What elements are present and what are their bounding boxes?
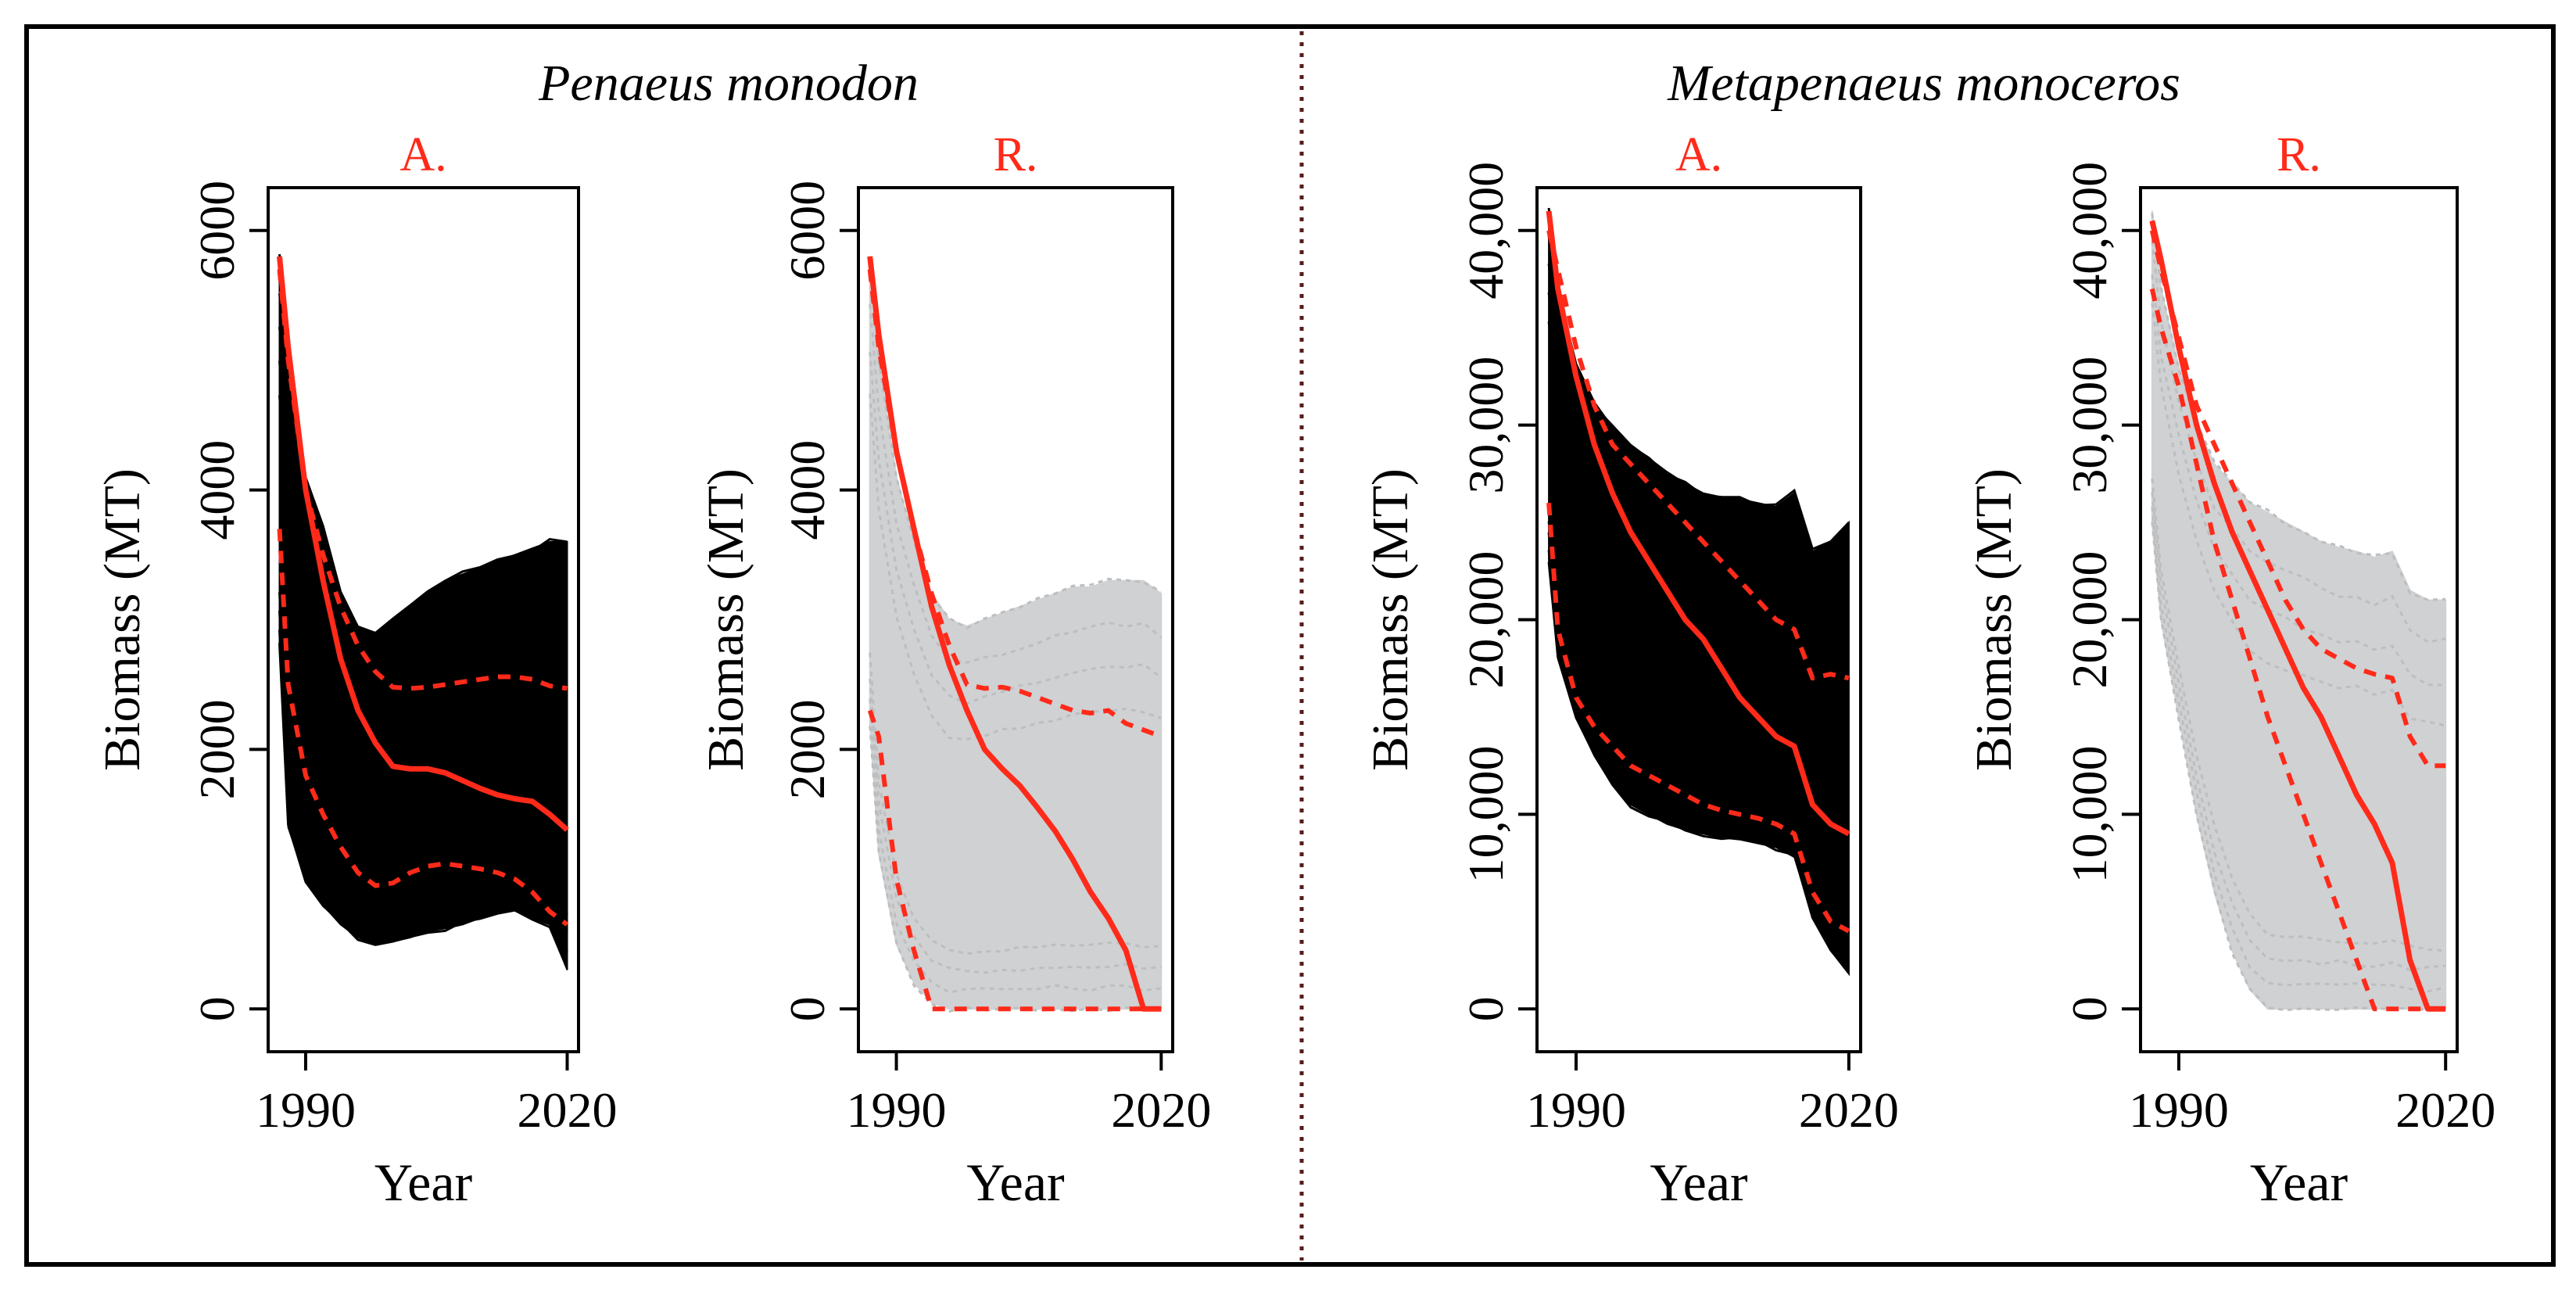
- panel-title: R.: [994, 128, 1038, 181]
- ensemble-trace: [2151, 507, 2446, 993]
- y-tick-label: 20,000: [2062, 551, 2117, 689]
- series-lower-line: [2149, 288, 2446, 1012]
- panel-1: A. 0 2000 4000 6000 1990 2020 Year Biomass (MT): [94, 128, 618, 1212]
- panel-4: R. 0 10,000 20,000 30,000 40,000 1990 2020 Year B…: [1965, 128, 2495, 1212]
- plot-area: [1546, 207, 1850, 977]
- y-tick-label: 6000: [779, 181, 835, 281]
- ensemble-trace: [1547, 504, 1850, 906]
- ensemble-trace: [278, 643, 568, 970]
- panel-title: A.: [1675, 128, 1722, 181]
- plot-area: [277, 253, 569, 970]
- x-tick-label: 2020: [2395, 1082, 2495, 1138]
- panel-title: R.: [2277, 128, 2321, 181]
- series-upper-line: [277, 269, 568, 691]
- x-tick-label: 2020: [518, 1082, 618, 1138]
- plot-frame: [857, 186, 1174, 1053]
- y-tick-label: 40,000: [2062, 162, 2117, 299]
- series-lower-line: [277, 529, 569, 927]
- ensemble-trace: [278, 253, 568, 635]
- x-axis-label: Year: [966, 1153, 1065, 1212]
- ensemble-trace: [278, 592, 568, 916]
- ensemble-trace: [2151, 478, 2446, 952]
- plot-frame: [267, 186, 580, 1053]
- series-median-line: [2149, 220, 2446, 1012]
- ensemble-trace: [869, 652, 1162, 956]
- ensemble-trace: [1547, 321, 1850, 668]
- ensemble-trace: [869, 698, 1162, 994]
- plot-area: [867, 256, 1163, 1013]
- series-lower-line: [1546, 502, 1850, 934]
- y-tick-label: 4000: [189, 440, 245, 540]
- series-upper-line: [1546, 230, 1850, 681]
- y-axis-label: Biomass (MT): [1965, 468, 2022, 771]
- plot-area: [2149, 210, 2447, 1012]
- y-tick-label: 0: [189, 996, 245, 1021]
- x-tick-label: 1990: [256, 1082, 356, 1138]
- y-tick-label: 0: [1458, 996, 1514, 1021]
- series-median-line: [1546, 210, 1850, 837]
- ensemble-trace: [869, 256, 1162, 630]
- y-tick-label: 2000: [189, 699, 245, 799]
- series-upper-line: [867, 269, 1163, 739]
- ensemble-trace: [869, 303, 1163, 664]
- y-tick-label: 20,000: [1458, 551, 1514, 689]
- panel-3: A. 0 10,000 20,000 30,000 40,000 1990 2020 Year B…: [1362, 128, 1899, 1212]
- y-tick-label: 40,000: [1458, 162, 1514, 299]
- series-lower-line: [867, 709, 1162, 1012]
- x-axis-label: Year: [1650, 1153, 1748, 1212]
- y-tick-label: 0: [2062, 996, 2117, 1021]
- y-axis-label: Biomass (MT): [697, 468, 754, 771]
- ensemble-trace: [869, 351, 1163, 705]
- ensemble-trace: [1547, 561, 1850, 973]
- x-tick-label: 1990: [1526, 1082, 1626, 1138]
- series-median-line: [277, 256, 569, 832]
- y-tick-label: 10,000: [2062, 745, 2117, 883]
- y-axis-label: Biomass (MT): [94, 468, 151, 771]
- y-tick-label: 2000: [779, 699, 835, 799]
- x-tick-label: 1990: [847, 1082, 947, 1138]
- x-tick-label: 1990: [2129, 1082, 2229, 1138]
- y-tick-label: 4000: [779, 440, 835, 540]
- ensemble-trace: [1547, 292, 1850, 639]
- y-tick-label: 30,000: [1458, 357, 1514, 494]
- y-tick-label: 10,000: [1458, 745, 1514, 883]
- species-title-right: Metapenaeus monoceros: [1667, 55, 2180, 112]
- panel-title: A.: [399, 128, 446, 181]
- x-tick-label: 2020: [1799, 1082, 1899, 1138]
- ensemble-trace: [1547, 550, 1850, 957]
- y-axis-label: Biomass (MT): [1362, 468, 1419, 771]
- x-axis-label: Year: [374, 1153, 473, 1212]
- ensemble-trace: [2151, 274, 2446, 687]
- ensemble-trace: [278, 395, 568, 746]
- ensemble-trace: [278, 326, 568, 689]
- x-tick-label: 2020: [1111, 1082, 1211, 1138]
- ensemble-trace: [1547, 207, 1850, 551]
- ensemble-trace: [869, 393, 1162, 741]
- y-tick-label: 6000: [189, 181, 245, 281]
- y-tick-label: 0: [779, 996, 835, 1021]
- species-title-left: Penaeus monodon: [538, 55, 919, 112]
- ensemble-trace: [278, 629, 568, 953]
- panel-2: R. 0 2000 4000 6000 1990 2020 Year Biomass (MT): [697, 128, 1211, 1212]
- ensemble-trace: [2151, 492, 2446, 972]
- x-axis-label: Year: [2250, 1153, 2348, 1212]
- ensemble-trace: [1547, 264, 1850, 611]
- ensemble-trace: [1547, 521, 1850, 920]
- y-tick-label: 30,000: [2062, 357, 2117, 494]
